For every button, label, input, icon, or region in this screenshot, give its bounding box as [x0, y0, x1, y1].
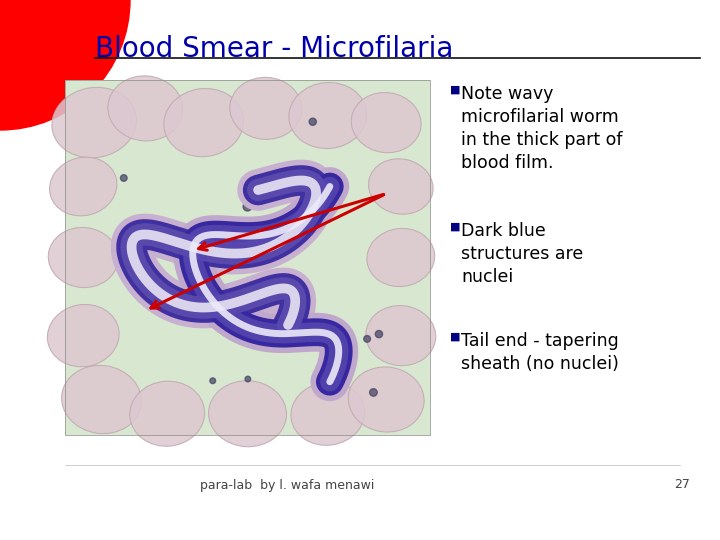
Text: Blood Smear - Microfilaria: Blood Smear - Microfilaria	[95, 35, 454, 63]
Ellipse shape	[348, 367, 424, 432]
Ellipse shape	[367, 228, 435, 287]
Circle shape	[210, 378, 215, 383]
Ellipse shape	[52, 87, 137, 158]
Ellipse shape	[209, 381, 287, 447]
Text: ■: ■	[450, 85, 461, 95]
Ellipse shape	[48, 227, 118, 287]
Ellipse shape	[164, 89, 243, 157]
Text: Tail end - tapering
sheath (no nuclei): Tail end - tapering sheath (no nuclei)	[461, 332, 619, 373]
Circle shape	[0, 0, 130, 130]
Ellipse shape	[369, 159, 433, 214]
Ellipse shape	[230, 77, 302, 139]
Circle shape	[364, 335, 371, 342]
Circle shape	[309, 118, 316, 125]
Ellipse shape	[62, 366, 141, 434]
Bar	[65, 80, 430, 435]
Text: ■: ■	[450, 222, 461, 232]
Text: Dark blue
structures are
nuclei: Dark blue structures are nuclei	[461, 222, 583, 286]
Ellipse shape	[291, 382, 365, 446]
Ellipse shape	[48, 305, 119, 367]
Text: 27: 27	[674, 478, 690, 491]
Ellipse shape	[289, 83, 366, 148]
Ellipse shape	[130, 381, 204, 446]
Ellipse shape	[366, 306, 436, 366]
Circle shape	[243, 202, 252, 211]
Circle shape	[369, 389, 377, 396]
Text: para-lab  by l. wafa menawi: para-lab by l. wafa menawi	[200, 478, 374, 491]
Ellipse shape	[351, 92, 421, 153]
Bar	[65, 80, 430, 435]
Ellipse shape	[50, 157, 117, 216]
Text: Note wavy
microfilarial worm
in the thick part of
blood film.: Note wavy microfilarial worm in the thic…	[461, 85, 623, 172]
Text: ■: ■	[450, 332, 461, 342]
Circle shape	[245, 376, 251, 382]
Circle shape	[120, 174, 127, 181]
Circle shape	[375, 330, 382, 338]
Ellipse shape	[108, 76, 183, 141]
